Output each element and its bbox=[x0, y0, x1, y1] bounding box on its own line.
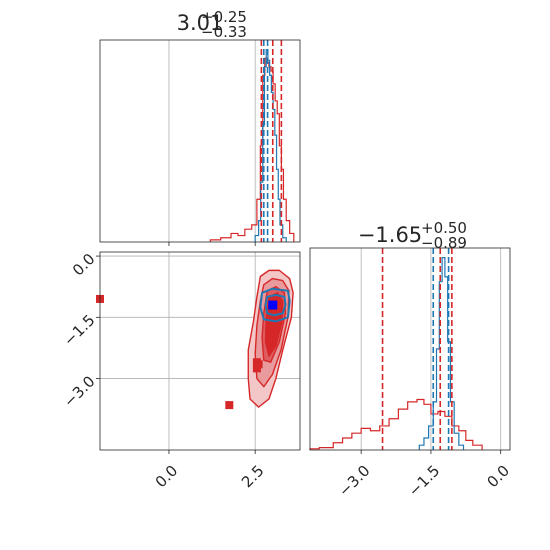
lower-error: −0.89 bbox=[421, 234, 467, 252]
axes-frame bbox=[309, 247, 511, 451]
median-value: 3.01 bbox=[177, 11, 224, 35]
density-contour bbox=[264, 293, 287, 317]
panel-title-param-1: 3.01 bbox=[177, 11, 224, 35]
median-value: −1.65 bbox=[358, 223, 422, 247]
data-point bbox=[252, 364, 261, 373]
density-contour bbox=[259, 287, 291, 323]
x-tick-label: 0.0 bbox=[152, 462, 182, 492]
axes-frame bbox=[99, 39, 301, 243]
y-tick-label: −1.5 bbox=[60, 311, 98, 349]
x-tick-label: 0.0 bbox=[483, 462, 513, 492]
histogram-step bbox=[418, 257, 465, 450]
histogram-step bbox=[309, 398, 483, 450]
x-tick-label: −1.5 bbox=[405, 462, 443, 500]
truth-marker bbox=[268, 300, 278, 310]
y-tick-label: 0.0 bbox=[69, 250, 99, 280]
histogram-panel-param-2: −3.0 −1.5 0.0 bbox=[309, 247, 513, 500]
lower-error: −0.33 bbox=[201, 23, 247, 41]
data-point bbox=[252, 358, 261, 367]
y-tick-label: −3.0 bbox=[60, 372, 98, 410]
upper-error: +0.25 bbox=[201, 8, 247, 26]
histogram-step bbox=[254, 49, 287, 242]
data-point bbox=[225, 401, 234, 410]
x-tick-label: 2.5 bbox=[238, 462, 268, 492]
upper-error: +0.50 bbox=[421, 219, 467, 237]
panel-title-param-2: −1.65 bbox=[358, 223, 422, 247]
density-panel-param-1-vs-2: 0.0 2.5 0.0 −1.5 −3.0 bbox=[60, 250, 301, 492]
histogram-panel-param-1 bbox=[99, 39, 301, 246]
x-tick-label: −3.0 bbox=[335, 462, 373, 500]
axes-frame bbox=[99, 251, 301, 451]
